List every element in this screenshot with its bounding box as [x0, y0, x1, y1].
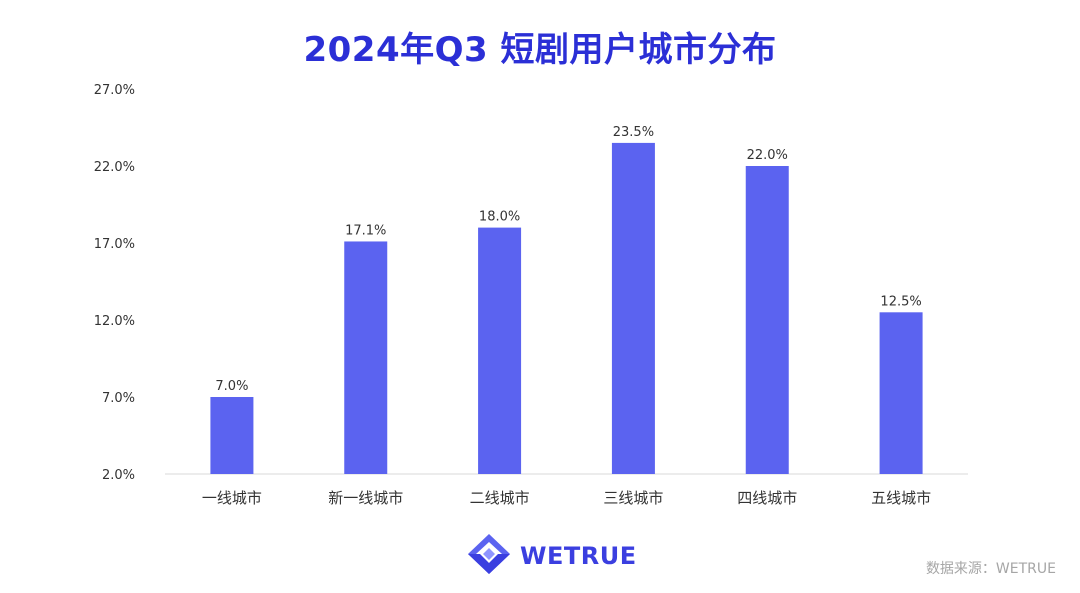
wetrue-diamond-logo-icon — [466, 532, 512, 580]
bar — [745, 166, 789, 474]
x-tick-label: 五线城市 — [871, 489, 931, 507]
y-tick-label: 12.0% — [94, 314, 135, 329]
bar — [879, 312, 923, 474]
y-tick-label: 27.0% — [94, 83, 135, 98]
bar — [344, 241, 388, 474]
y-tick-label: 7.0% — [102, 391, 135, 406]
bar-value-label: 22.0% — [747, 148, 788, 163]
brand-name: WETRUE — [520, 542, 637, 570]
y-tick-label: 22.0% — [94, 160, 135, 175]
chart-title: 2024年Q3 短剧用户城市分布 — [303, 30, 777, 70]
value-labels: 7.0% 17.1% 18.0% 23.5% 22.0% 12.5% — [215, 125, 921, 394]
bar-value-label: 7.0% — [215, 379, 248, 394]
x-tick-label: 一线城市 — [202, 489, 262, 507]
y-tick-label: 17.0% — [94, 237, 135, 252]
bar-value-label: 23.5% — [613, 125, 654, 140]
x-tick-label: 三线城市 — [603, 489, 663, 507]
bar — [611, 142, 655, 474]
data-source-note: 数据来源：WETRUE — [925, 561, 1056, 577]
x-tick-label: 四线城市 — [737, 489, 797, 507]
brand-logo: WETRUE — [466, 534, 637, 578]
y-axis-ticks: 2.0% 7.0% 12.0% 17.0% 22.0% 27.0% — [94, 83, 135, 483]
bar-value-label: 18.0% — [479, 210, 520, 225]
bar — [210, 397, 254, 474]
x-tick-label: 二线城市 — [470, 489, 530, 507]
bar-value-label: 12.5% — [880, 294, 921, 309]
bar — [478, 227, 522, 474]
x-tick-label: 新一线城市 — [328, 489, 403, 507]
bar-value-label: 17.1% — [345, 223, 386, 238]
y-tick-label: 2.0% — [102, 468, 135, 483]
x-axis-labels: 一线城市 新一线城市 二线城市 三线城市 四线城市 五线城市 — [202, 489, 931, 507]
bars — [210, 142, 923, 474]
